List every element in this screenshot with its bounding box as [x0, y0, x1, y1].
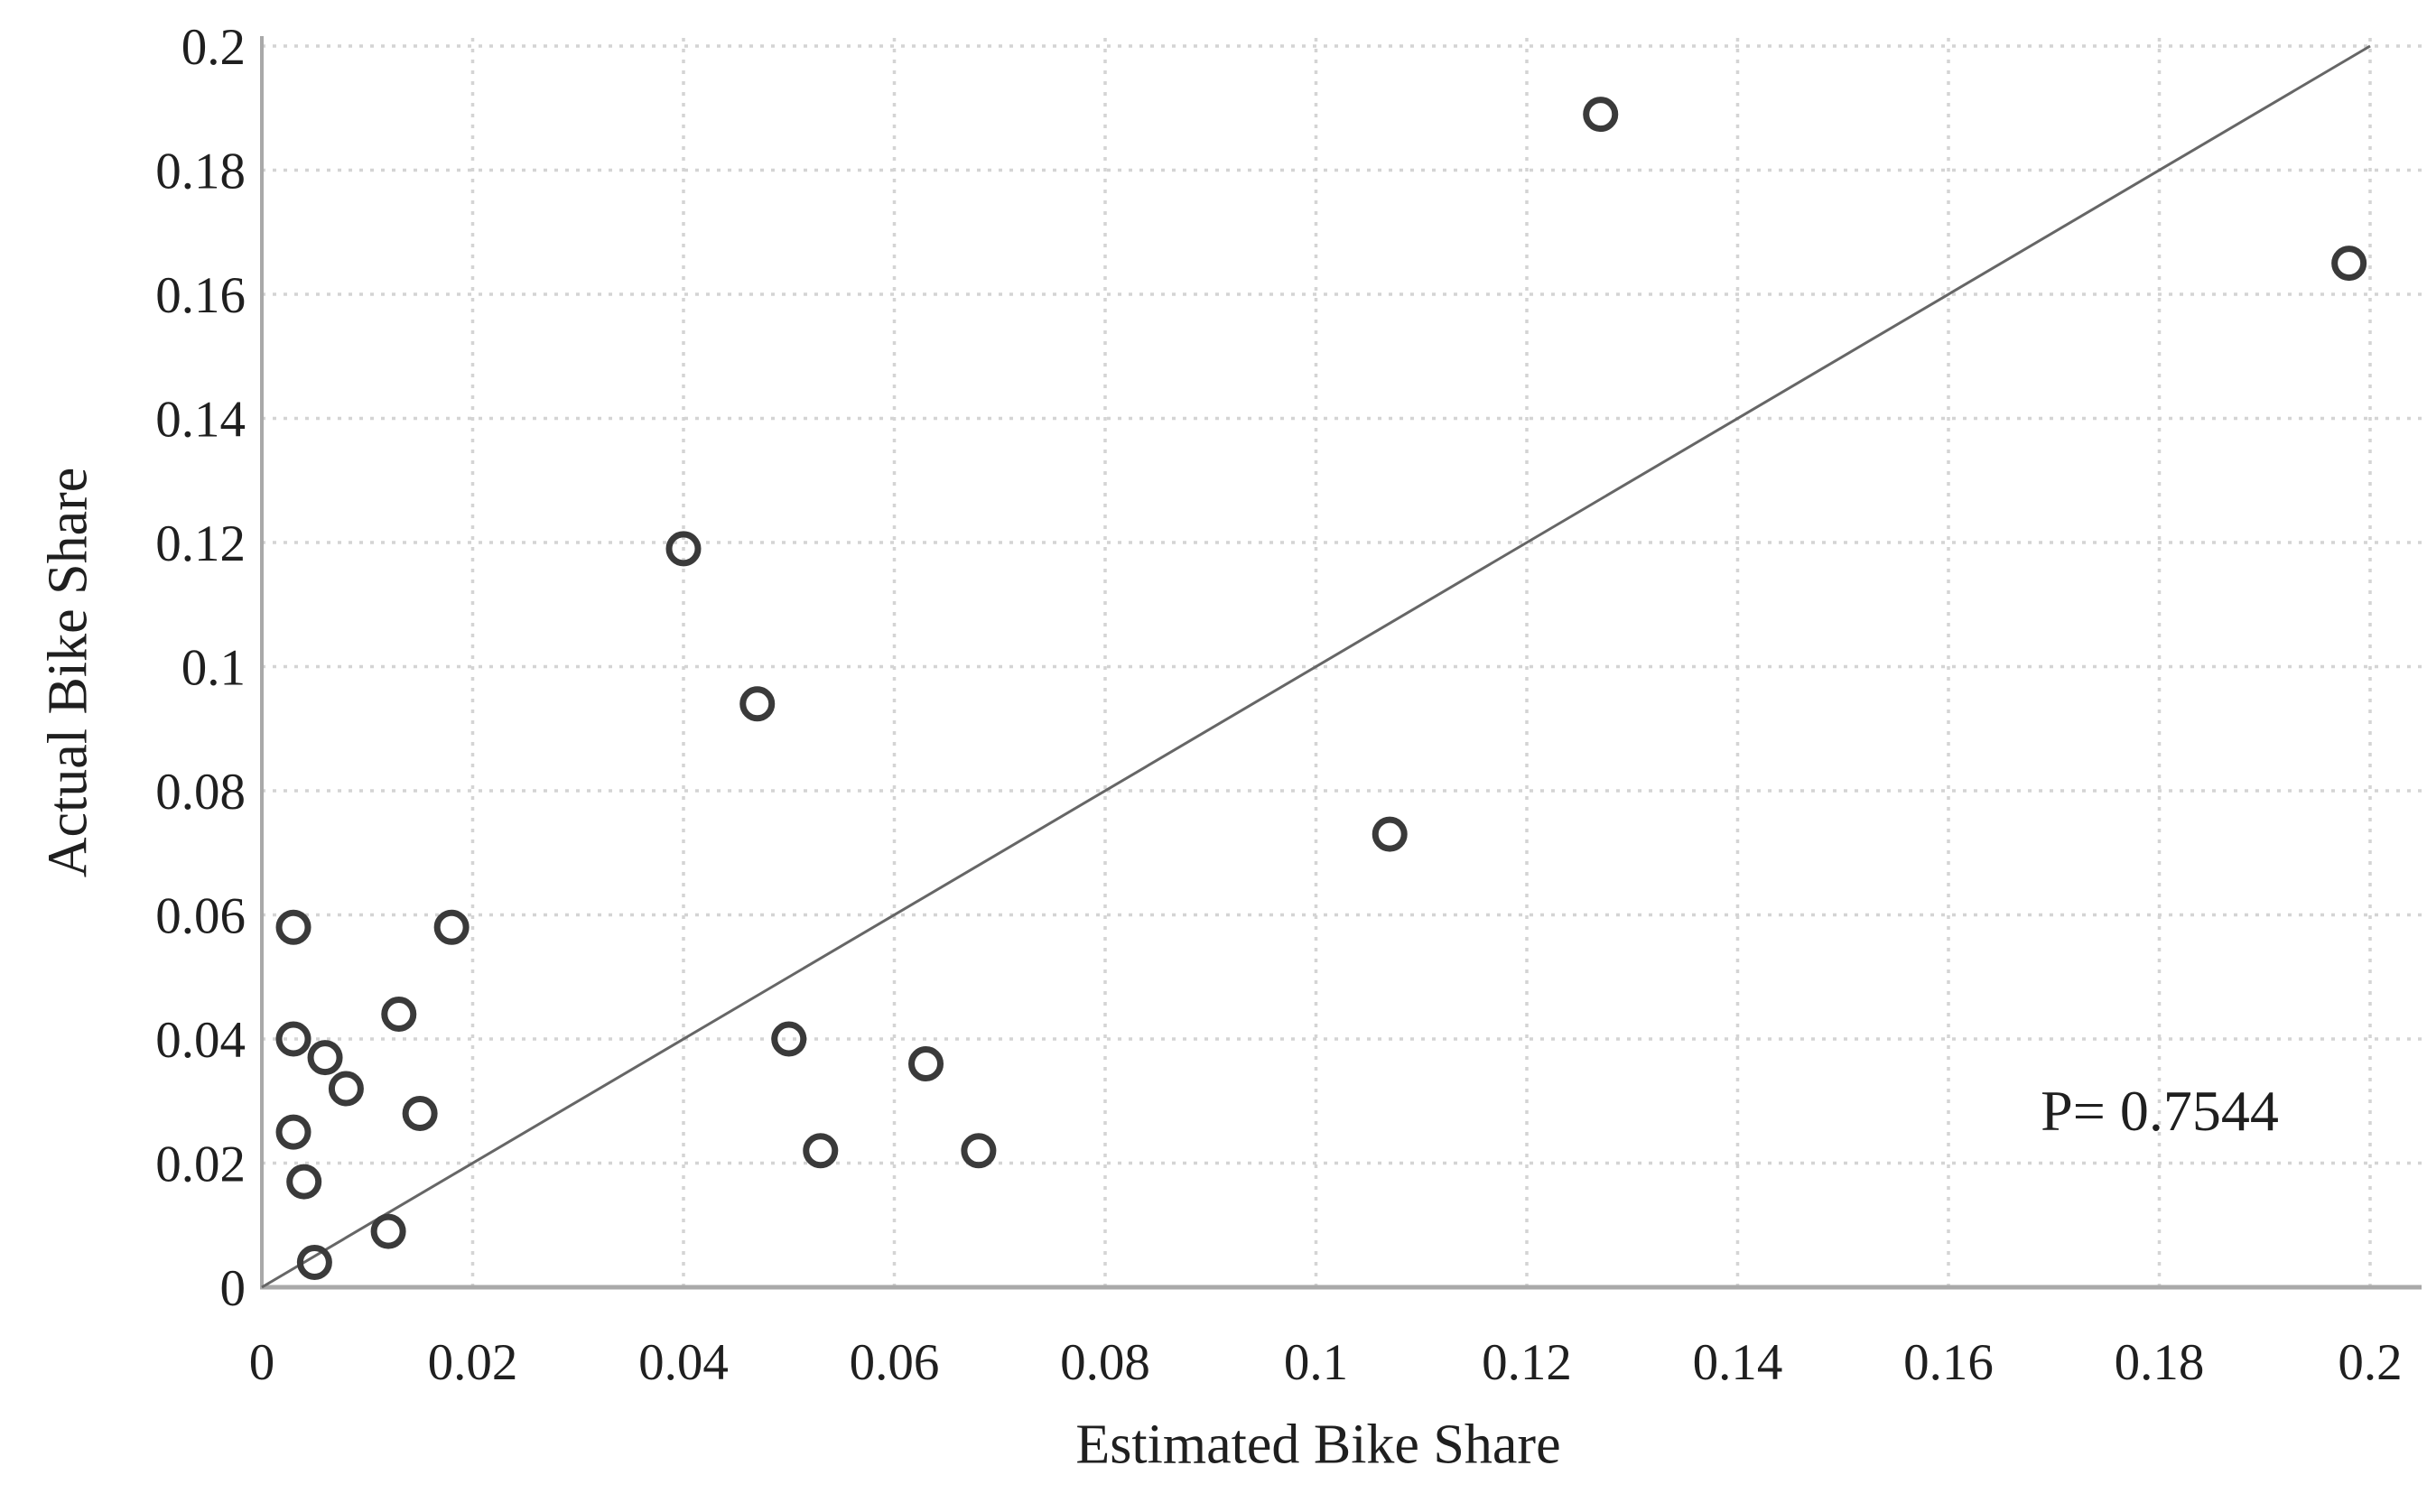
- y-tick-label: 0.1: [181, 640, 246, 697]
- y-tick-label: 0.16: [155, 267, 246, 324]
- x-tick-label: 0.2: [2338, 1334, 2402, 1391]
- x-tick-label: 0.08: [1060, 1334, 1150, 1391]
- data-point: [328, 1071, 364, 1107]
- data-point: [275, 1021, 312, 1057]
- x-tick-label: 0: [249, 1334, 275, 1391]
- data-point: [1583, 97, 1619, 133]
- data-point: [296, 1245, 332, 1280]
- data-point: [286, 1164, 322, 1200]
- data-point: [370, 1213, 406, 1249]
- y-tick-label: 0.04: [155, 1012, 246, 1069]
- y-tick-label: 0.14: [155, 392, 246, 449]
- y-tick-label: 0.08: [155, 764, 246, 821]
- x-tick-label: 0.1: [1284, 1334, 1348, 1391]
- x-tick-label: 0.04: [638, 1334, 729, 1391]
- y-tick-label: 0.02: [155, 1136, 246, 1193]
- y-tick-label: 0.18: [155, 144, 246, 200]
- data-point: [803, 1133, 839, 1169]
- x-tick-label: 0.16: [1903, 1334, 1994, 1391]
- data-point: [275, 909, 312, 945]
- data-point: [2331, 246, 2367, 282]
- x-tick-label: 0.14: [1693, 1334, 1783, 1391]
- correlation-annotation: P= 0.7544: [2041, 1079, 2279, 1143]
- identity-line: [261, 44, 2371, 1289]
- data-point: [275, 1114, 312, 1150]
- x-axis-title: Estimated Bike Share: [1075, 1414, 1561, 1476]
- data-point: [665, 531, 702, 567]
- x-tick-label: 0.18: [2115, 1334, 2205, 1391]
- y-tick-label: 0.2: [181, 19, 246, 76]
- data-point: [307, 1040, 343, 1076]
- data-point: [961, 1133, 997, 1169]
- data-point: [1372, 816, 1408, 852]
- y-tick-label: 0.06: [155, 888, 246, 945]
- y-axis-title: Actual Bike Share: [37, 467, 99, 878]
- data-point: [433, 909, 470, 945]
- x-tick-label: 0.12: [1482, 1334, 1572, 1391]
- data-point: [908, 1046, 944, 1081]
- x-tick-label: 0.02: [428, 1334, 518, 1391]
- data-point: [402, 1096, 438, 1131]
- data-point: [381, 997, 417, 1032]
- y-tick-label: 0: [220, 1260, 246, 1317]
- data-point: [739, 686, 776, 722]
- data-point: [771, 1021, 807, 1057]
- x-tick-label: 0.06: [850, 1334, 940, 1391]
- y-tick-label: 0.12: [155, 515, 246, 572]
